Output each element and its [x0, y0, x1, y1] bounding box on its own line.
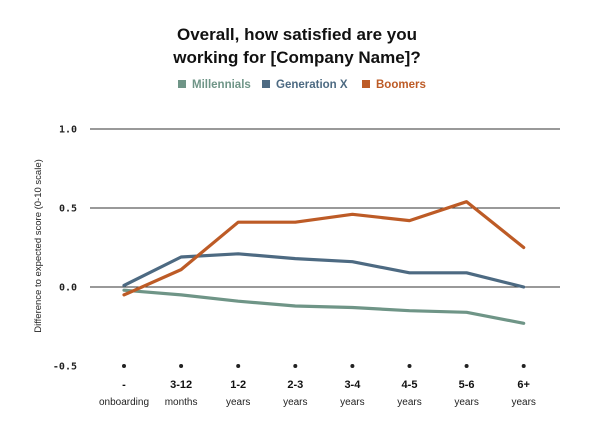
x-tick-sublabel: years — [283, 397, 307, 408]
x-tick-label: 2-3 — [287, 379, 303, 391]
x-tick-sublabel: years — [397, 397, 421, 408]
series-line-millennials — [122, 288, 526, 325]
x-tick-label: 1-2 — [230, 379, 246, 391]
y-tick-label: 0.5 — [59, 204, 77, 215]
chart-title-line-1: Overall, how satisfied are you — [177, 25, 417, 44]
y-tick-label: 1.0 — [59, 125, 77, 136]
x-tick-label: 5-6 — [459, 379, 475, 391]
legend-swatch-generation-x — [262, 80, 270, 88]
chart-title: Overall, how satisfied are you working f… — [172, 25, 420, 67]
y-tick-label: -0.5 — [53, 362, 77, 373]
legend-swatch-boomers — [362, 80, 370, 88]
x-tick-label: 3-4 — [344, 379, 361, 391]
x-axis-dot — [179, 364, 184, 368]
legend-label-boomers: Boomers — [376, 79, 426, 91]
x-axis-dot — [293, 364, 298, 368]
x-tick-sublabel: onboarding — [99, 397, 149, 408]
legend: Millennials Generation X Boomers — [178, 79, 426, 91]
x-tick-sublabel: years — [226, 397, 250, 408]
legend-label-generation-x: Generation X — [276, 79, 348, 91]
legend-label-millennials: Millennials — [192, 79, 251, 91]
x-axis-dot — [521, 364, 526, 368]
x-axis-dot — [350, 364, 355, 368]
chart-title-line-2: working for [Company Name]? — [172, 48, 420, 67]
y-tick-label: 0.0 — [59, 283, 77, 294]
y-axis-ticks: 1.0 0.5 0.0 -0.5 — [53, 125, 77, 373]
x-axis-dot — [236, 364, 241, 368]
x-tick-label: 6+ — [517, 379, 530, 391]
y-axis-label: Difference to expected score (0-10 scale… — [33, 159, 44, 333]
series-line-boomers — [122, 200, 526, 297]
x-tick-sublabel: years — [340, 397, 364, 408]
x-axis-dot — [407, 364, 412, 368]
series-line-generation-x — [122, 252, 526, 289]
x-tick-label: 4-5 — [402, 379, 418, 391]
x-axis-dot — [122, 364, 126, 368]
legend-swatch-millennials — [178, 80, 186, 88]
x-tick-sublabel: months — [165, 397, 198, 408]
grid — [90, 128, 560, 368]
x-axis-dot — [464, 364, 469, 368]
x-tick-label: 3-12 — [170, 379, 192, 391]
x-axis-ticks: - onboarding 3-12 months 1-2 years 2-3 years 3-4… — [99, 379, 536, 408]
x-tick-sublabel: years — [511, 397, 535, 408]
x-tick-sublabel: years — [454, 397, 478, 408]
x-tick-label: - — [122, 379, 126, 391]
series-lines — [122, 200, 526, 325]
